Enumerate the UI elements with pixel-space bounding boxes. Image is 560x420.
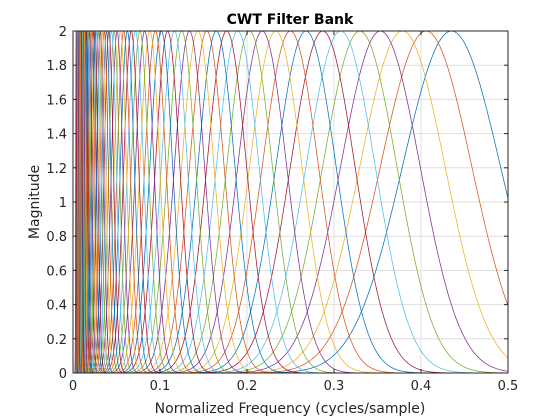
y-tick-label: 0.8 bbox=[46, 230, 67, 245]
chart-title: CWT Filter Bank bbox=[227, 12, 354, 28]
x-tick-label: 0.3 bbox=[324, 379, 345, 394]
x-tick-labels: 0 0.1 0.2 0.3 0.4 0.5 bbox=[69, 379, 518, 394]
x-tick-label: 0.1 bbox=[150, 379, 171, 394]
y-tick-label: 1.2 bbox=[46, 162, 67, 177]
y-tick-label: 1.4 bbox=[46, 128, 67, 143]
x-tick-label: 0 bbox=[69, 379, 77, 394]
y-tick-labels: 0 0.2 0.4 0.6 0.8 1 1.2 1.4 1.6 1.8 2 bbox=[46, 25, 67, 382]
x-tick-label: 0.4 bbox=[411, 379, 432, 394]
filter-curve bbox=[73, 31, 508, 373]
y-tick-label: 1.6 bbox=[46, 93, 67, 108]
y-tick-label: 0.6 bbox=[46, 264, 67, 279]
filter-curve bbox=[73, 31, 508, 373]
y-tick-label: 0.4 bbox=[46, 299, 67, 314]
filter-curve bbox=[73, 31, 508, 373]
filter-curve bbox=[73, 31, 508, 373]
y-tick-label: 0 bbox=[59, 367, 67, 382]
y-axis-label: Magnitude bbox=[27, 165, 43, 239]
filter-curve bbox=[73, 31, 508, 373]
y-tick-label: 1.8 bbox=[46, 59, 67, 74]
filter-curve bbox=[73, 31, 508, 373]
y-tick-label: 0.2 bbox=[46, 333, 67, 348]
x-tick-label: 0.5 bbox=[498, 379, 519, 394]
x-axis-label: Normalized Frequency (cycles/sample) bbox=[155, 401, 426, 417]
x-tick-label: 0.2 bbox=[237, 379, 258, 394]
axes bbox=[72, 30, 509, 374]
y-tick-label: 2 bbox=[59, 25, 67, 40]
filter-curve bbox=[73, 31, 508, 373]
y-tick-label: 1 bbox=[59, 196, 67, 211]
